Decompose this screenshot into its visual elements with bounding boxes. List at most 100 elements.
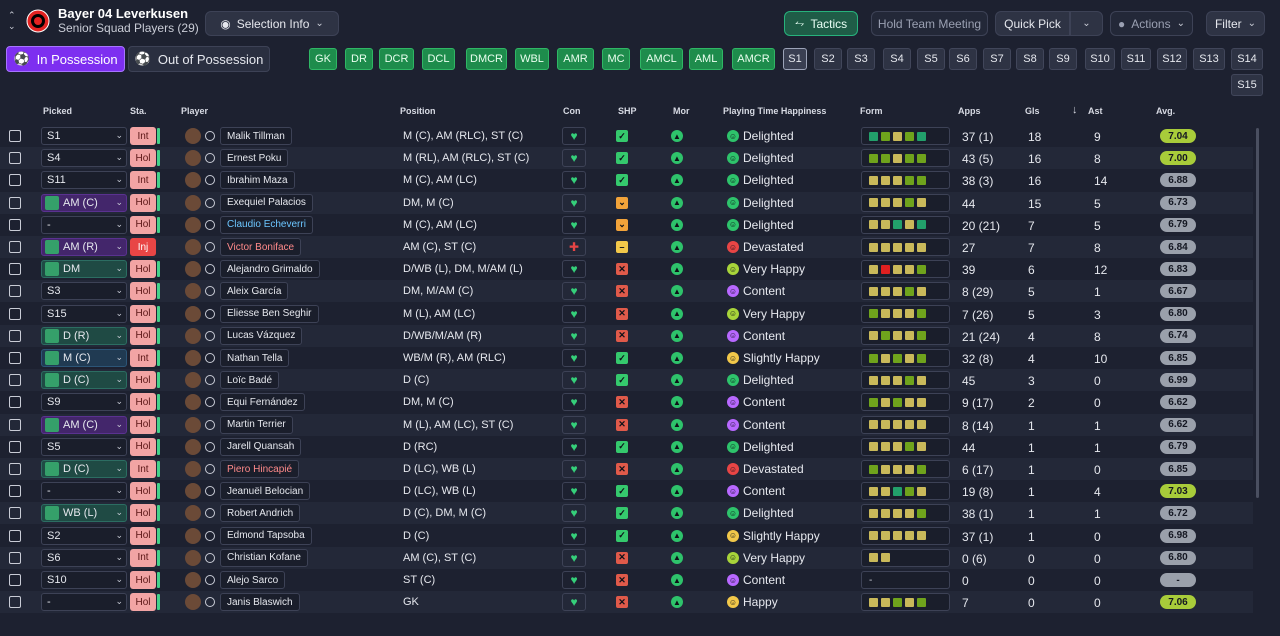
- table-row[interactable]: S4 ⌄ Hol Ernest Poku M (RL), AM (RLC), ST (C…: [0, 147, 1253, 170]
- sub-button-s7[interactable]: S7: [983, 48, 1011, 70]
- sub-button-s12[interactable]: S12: [1157, 48, 1187, 70]
- picked-select[interactable]: S5 ⌄: [41, 437, 127, 456]
- player-name[interactable]: Ibrahim Maza: [220, 171, 295, 190]
- sub-button-s14[interactable]: S14: [1231, 48, 1263, 70]
- picked-select[interactable]: S9 ⌄: [41, 393, 127, 412]
- row-checkbox[interactable]: [9, 241, 21, 253]
- player-menu-icon[interactable]: [205, 131, 215, 141]
- col-goals[interactable]: Gls: [1025, 106, 1040, 116]
- tactics-button[interactable]: ⥊ Tactics: [784, 11, 858, 36]
- actions-button[interactable]: ● Actions ⌄: [1110, 11, 1193, 36]
- sub-button-s1[interactable]: S1: [783, 48, 807, 70]
- hold-team-meeting-button[interactable]: Hold Team Meeting: [871, 11, 988, 36]
- col-shp[interactable]: SHP: [618, 106, 637, 116]
- player-name[interactable]: Equi Fernández: [220, 393, 305, 412]
- picked-select[interactable]: S10 ⌄: [41, 571, 127, 589]
- table-row[interactable]: D (R) ⌄ Hol Lucas Vázquez D/WB/M/AM (R) ♥ ✕ ▲ ☺ C…: [0, 324, 1253, 347]
- player-name[interactable]: Piero Hincapié: [220, 460, 300, 478]
- player-menu-icon[interactable]: [205, 441, 215, 452]
- player-name[interactable]: Jeanuël Belocian: [220, 482, 311, 501]
- picked-select[interactable]: AM (C) ⌄: [41, 415, 127, 434]
- player-name[interactable]: Nathan Tella: [220, 349, 290, 367]
- table-row[interactable]: - ⌄ Hol Claudio Echeverri M (C), AM (LC) ♥ ⌄ ▲ ☺…: [0, 214, 1253, 236]
- row-checkbox[interactable]: [9, 329, 21, 342]
- player-menu-icon[interactable]: [205, 375, 215, 386]
- position-button-dmcr[interactable]: DMCR: [466, 48, 507, 70]
- picked-select[interactable]: D (C) ⌄: [41, 371, 127, 390]
- row-checkbox[interactable]: [9, 485, 21, 498]
- in-possession-tab[interactable]: ⚽ In Possession: [6, 46, 125, 72]
- player-menu-icon[interactable]: [205, 397, 215, 408]
- player-name[interactable]: Janis Blaswich: [220, 593, 300, 612]
- table-row[interactable]: M (C) ⌄ Int Nathan Tella WB/M (R), AM (RLC) ♥…: [0, 347, 1253, 369]
- table-row[interactable]: AM (C) ⌄ Hol Exequiel Palacios DM, M (C) ♥ ⌄ ▲ ☺…: [0, 191, 1253, 214]
- table-row[interactable]: - ⌄ Hol Jeanuël Belocian D (LC), WB (L) ♥ ✓ ▲ ☺ C…: [0, 480, 1253, 502]
- col-position[interactable]: Position: [400, 106, 436, 116]
- player-name[interactable]: Malik Tillman: [220, 127, 292, 145]
- row-checkbox[interactable]: [9, 440, 21, 453]
- col-condition[interactable]: Con: [563, 106, 581, 116]
- player-menu-icon[interactable]: [205, 197, 215, 208]
- filter-button[interactable]: Filter ⌄: [1206, 11, 1265, 36]
- position-button-mc[interactable]: MC: [602, 48, 630, 70]
- picked-select[interactable]: S15 ⌄: [41, 304, 127, 323]
- table-row[interactable]: S5 ⌄ Hol Jarell Quansah D (RC) ♥ ✓ ▲ ☺ Delighted 4…: [0, 436, 1253, 458]
- col-picked[interactable]: Picked: [43, 106, 73, 116]
- player-name[interactable]: Alejo Sarco: [220, 571, 286, 589]
- col-player[interactable]: Player: [181, 106, 209, 116]
- row-checkbox[interactable]: [9, 130, 21, 142]
- player-name[interactable]: Christian Kofane: [220, 548, 308, 567]
- table-scrollbar[interactable]: [1256, 128, 1259, 498]
- position-button-amcl[interactable]: AMCL: [640, 48, 683, 70]
- player-menu-icon[interactable]: [205, 464, 215, 474]
- table-row[interactable]: AM (C) ⌄ Hol Martin Terrier M (L), AM (LC), …: [0, 413, 1253, 436]
- table-row[interactable]: DM ⌄ Hol Alejandro Grimaldo D/WB (L), DM, M/…: [0, 258, 1253, 280]
- player-menu-icon[interactable]: [205, 552, 215, 563]
- row-checkbox[interactable]: [9, 574, 21, 586]
- player-name[interactable]: Exequiel Palacios: [220, 193, 313, 212]
- position-button-aml[interactable]: AML: [689, 48, 723, 70]
- picked-select[interactable]: S11 ⌄: [41, 171, 127, 190]
- player-name[interactable]: Aleix García: [220, 282, 289, 301]
- row-checkbox[interactable]: [9, 463, 21, 475]
- sub-button-s10[interactable]: S10: [1085, 48, 1115, 70]
- player-name[interactable]: Alejandro Grimaldo: [220, 260, 320, 279]
- player-menu-icon[interactable]: [205, 264, 215, 275]
- sub-button-s13[interactable]: S13: [1193, 48, 1225, 70]
- sub-button-s8[interactable]: S8: [1016, 48, 1044, 70]
- player-menu-icon[interactable]: [205, 530, 215, 541]
- player-name[interactable]: Martin Terrier: [220, 415, 293, 434]
- sub-button-s6[interactable]: S6: [949, 48, 977, 70]
- table-row[interactable]: D (C) ⌄ Int Piero Hincapié D (LC), WB (L) ♥ ✕ ▲…: [0, 458, 1253, 480]
- player-menu-icon[interactable]: [205, 486, 215, 497]
- picked-select[interactable]: D (C) ⌄: [41, 460, 127, 478]
- col-assists[interactable]: Ast: [1088, 106, 1103, 116]
- row-checkbox[interactable]: [9, 218, 21, 231]
- position-button-dcl[interactable]: DCL: [422, 48, 455, 70]
- player-menu-icon[interactable]: [205, 286, 215, 297]
- sub-button-s9[interactable]: S9: [1049, 48, 1077, 70]
- col-morale[interactable]: Mor: [673, 106, 690, 116]
- row-checkbox[interactable]: [9, 196, 21, 209]
- player-name[interactable]: Loïc Badé: [220, 371, 280, 390]
- table-row[interactable]: S9 ⌄ Hol Equi Fernández DM, M (C) ♥ ✕ ▲ ☺ Content…: [0, 391, 1253, 413]
- player-name[interactable]: Victor Boniface: [220, 238, 302, 256]
- row-checkbox[interactable]: [9, 285, 21, 298]
- position-button-wbl[interactable]: WBL: [515, 48, 549, 70]
- quick-pick-button[interactable]: Quick Pick: [995, 11, 1070, 36]
- player-menu-icon[interactable]: [205, 219, 215, 230]
- player-menu-icon[interactable]: [205, 597, 215, 608]
- picked-select[interactable]: AM (C) ⌄: [41, 193, 127, 212]
- position-button-amcr[interactable]: AMCR: [732, 48, 775, 70]
- col-playing-time[interactable]: Playing Time Happiness: [723, 106, 827, 116]
- position-button-gk[interactable]: GK: [309, 48, 337, 70]
- table-row[interactable]: D (C) ⌄ Hol Loïc Badé D (C) ♥ ✓ ▲ ☺ Delighted 45 3 0…: [0, 369, 1253, 392]
- player-name[interactable]: Jarell Quansah: [220, 437, 302, 456]
- row-checkbox[interactable]: [9, 529, 21, 542]
- position-button-dr[interactable]: DR: [345, 48, 373, 70]
- player-menu-icon[interactable]: [205, 419, 215, 430]
- picked-select[interactable]: S2 ⌄: [41, 526, 127, 545]
- table-row[interactable]: S10 ⌄ Hol Alejo Sarco ST (C) ♥ ✕ ▲ ☺ Content - 0 0 0 -: [0, 569, 1253, 591]
- picked-select[interactable]: DM ⌄: [41, 260, 127, 279]
- table-row[interactable]: AM (R) ⌄ Inj Victor Boniface AM (C), ST (C) ✚…: [0, 236, 1253, 258]
